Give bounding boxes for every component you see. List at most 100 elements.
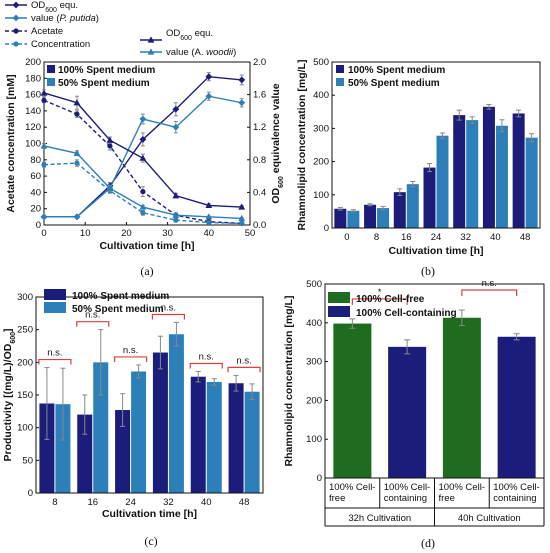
b-y-tick-label: 500 — [313, 57, 329, 68]
a-data-point — [73, 213, 81, 221]
d-legend-label: 100% Cell-free — [356, 294, 425, 305]
b-bar — [393, 192, 406, 228]
a-y-tick-label: 140 — [25, 106, 41, 117]
d-significance-label: * — [378, 287, 382, 298]
d-x-category-label: free — [329, 493, 345, 504]
b-x-tick-label: 16 — [401, 232, 412, 243]
b-x-tick-label: 8 — [374, 232, 379, 243]
b-bar — [512, 113, 525, 228]
b-bar — [334, 208, 347, 228]
a-data-point — [73, 99, 81, 106]
c-significance-bracket — [189, 362, 223, 369]
a-legend-marker — [13, 28, 19, 34]
d-y-tick-label: 400 — [306, 318, 322, 329]
c-y-tick-label: 300 — [17, 292, 33, 303]
a-data-point — [139, 154, 147, 161]
c-significance-label: n.s. — [85, 310, 100, 321]
a-data-point — [172, 192, 180, 199]
d-bar — [442, 317, 481, 478]
d-significance-bracket — [351, 298, 408, 305]
c-y-axis-label: Productivity [(mg/L)/OD600] — [2, 328, 17, 461]
c-y-tick-label: 150 — [17, 390, 33, 401]
c-x-tick-label: 8 — [52, 497, 57, 508]
c-bar — [93, 362, 109, 493]
a-y-tick-label: 20 — [30, 204, 41, 215]
c-significance-bracket — [76, 321, 110, 327]
c-y-tick-label: 200 — [17, 357, 33, 368]
c-bar — [244, 391, 260, 493]
b-x-tick-label: 0 — [344, 232, 349, 243]
c-panel-label: (c) — [144, 534, 157, 548]
b-bar — [495, 125, 508, 228]
a-y-tick-label: 200 — [25, 57, 41, 68]
c-legend-swatch — [44, 289, 66, 300]
a-panel-label: (a) — [140, 264, 153, 278]
a-y-tick-label: 180 — [25, 73, 41, 84]
b-bar — [423, 167, 436, 228]
d-y-tick-label: 100 — [306, 434, 322, 445]
a-legend-swatch — [47, 65, 55, 73]
d-group-label: 40h Cultivation — [458, 513, 521, 524]
a-y2-tick-label: 0.4 — [253, 187, 266, 198]
a-data-point — [205, 213, 213, 220]
c-legend-swatch — [44, 302, 66, 313]
a-legend-label: Acetate — [31, 26, 63, 37]
a-y2-tick-label: 2.0 — [253, 57, 266, 68]
a-data-point — [206, 219, 212, 226]
c-x-tick-label: 48 — [239, 497, 250, 508]
a-data-point — [238, 99, 246, 107]
b-bar — [436, 135, 449, 228]
c-y-tick-label: 100 — [17, 423, 33, 434]
a-y-tick-label: 40 — [30, 187, 41, 198]
c-significance-bracket — [151, 313, 186, 320]
b-legend-label: 100% Spent medium — [348, 65, 445, 76]
b-legend-swatch — [336, 65, 344, 73]
a-data-point — [74, 111, 80, 117]
b-y-axis-label: Rhamnolipid concentration [mg/L] — [296, 60, 308, 231]
d-x-category-label: 100% Cell- — [329, 482, 375, 493]
a-y2-tick-label: 0.8 — [253, 155, 266, 166]
a-y-tick-label: 60 — [30, 171, 41, 182]
a-data-point — [238, 76, 246, 84]
a-x-tick-label: 10 — [80, 228, 91, 239]
b-y-tick-label: 300 — [313, 123, 329, 134]
a-x-tick-label: 50 — [245, 228, 256, 239]
a-legend-label: value (A. woodii) — [166, 47, 236, 58]
c-bar — [190, 376, 206, 493]
c-x-tick-label: 16 — [87, 497, 98, 508]
d-x-category-label: 100% Cell- — [439, 482, 485, 493]
d-significance-label: n.s. — [482, 278, 497, 289]
d-x-category-label: 100% Cell- — [493, 482, 539, 493]
b-bar — [482, 106, 495, 228]
a-y-tick-label: 160 — [25, 90, 41, 101]
b-y-tick-label: 200 — [313, 157, 329, 168]
c-bar — [115, 410, 131, 493]
c-bar — [55, 404, 71, 493]
a-data-point — [205, 92, 213, 100]
b-x-tick-label: 40 — [490, 232, 501, 243]
c-y-tick-label: 0 — [28, 488, 33, 499]
c-bar — [206, 381, 222, 493]
a-data-point — [106, 136, 114, 143]
d-legend-label: 100% Cell-containing — [356, 308, 457, 319]
b-y-tick-label: 400 — [313, 90, 329, 101]
a-x-tick-label: 40 — [204, 228, 215, 239]
a-data-point — [172, 105, 180, 113]
a-y-tick-label: 100 — [25, 139, 41, 150]
c-significance-bracket — [38, 358, 72, 365]
c-bar — [168, 334, 184, 493]
d-group-label: 32h Cultivation — [348, 513, 411, 524]
a-legend-marker — [12, 14, 20, 22]
c-x-tick-label: 24 — [125, 497, 136, 508]
b-bar — [466, 120, 479, 228]
a-data-point — [139, 115, 147, 123]
d-bar — [388, 346, 427, 478]
a-legend-label: value (P. putida) — [31, 13, 99, 24]
a-y-tick-label: 0 — [36, 220, 41, 231]
c-bar — [77, 414, 93, 493]
a-data-point — [172, 123, 180, 131]
a-data-point — [205, 201, 213, 209]
c-significance-label: n.s. — [47, 348, 62, 359]
b-y-tick-label: 100 — [313, 190, 329, 201]
